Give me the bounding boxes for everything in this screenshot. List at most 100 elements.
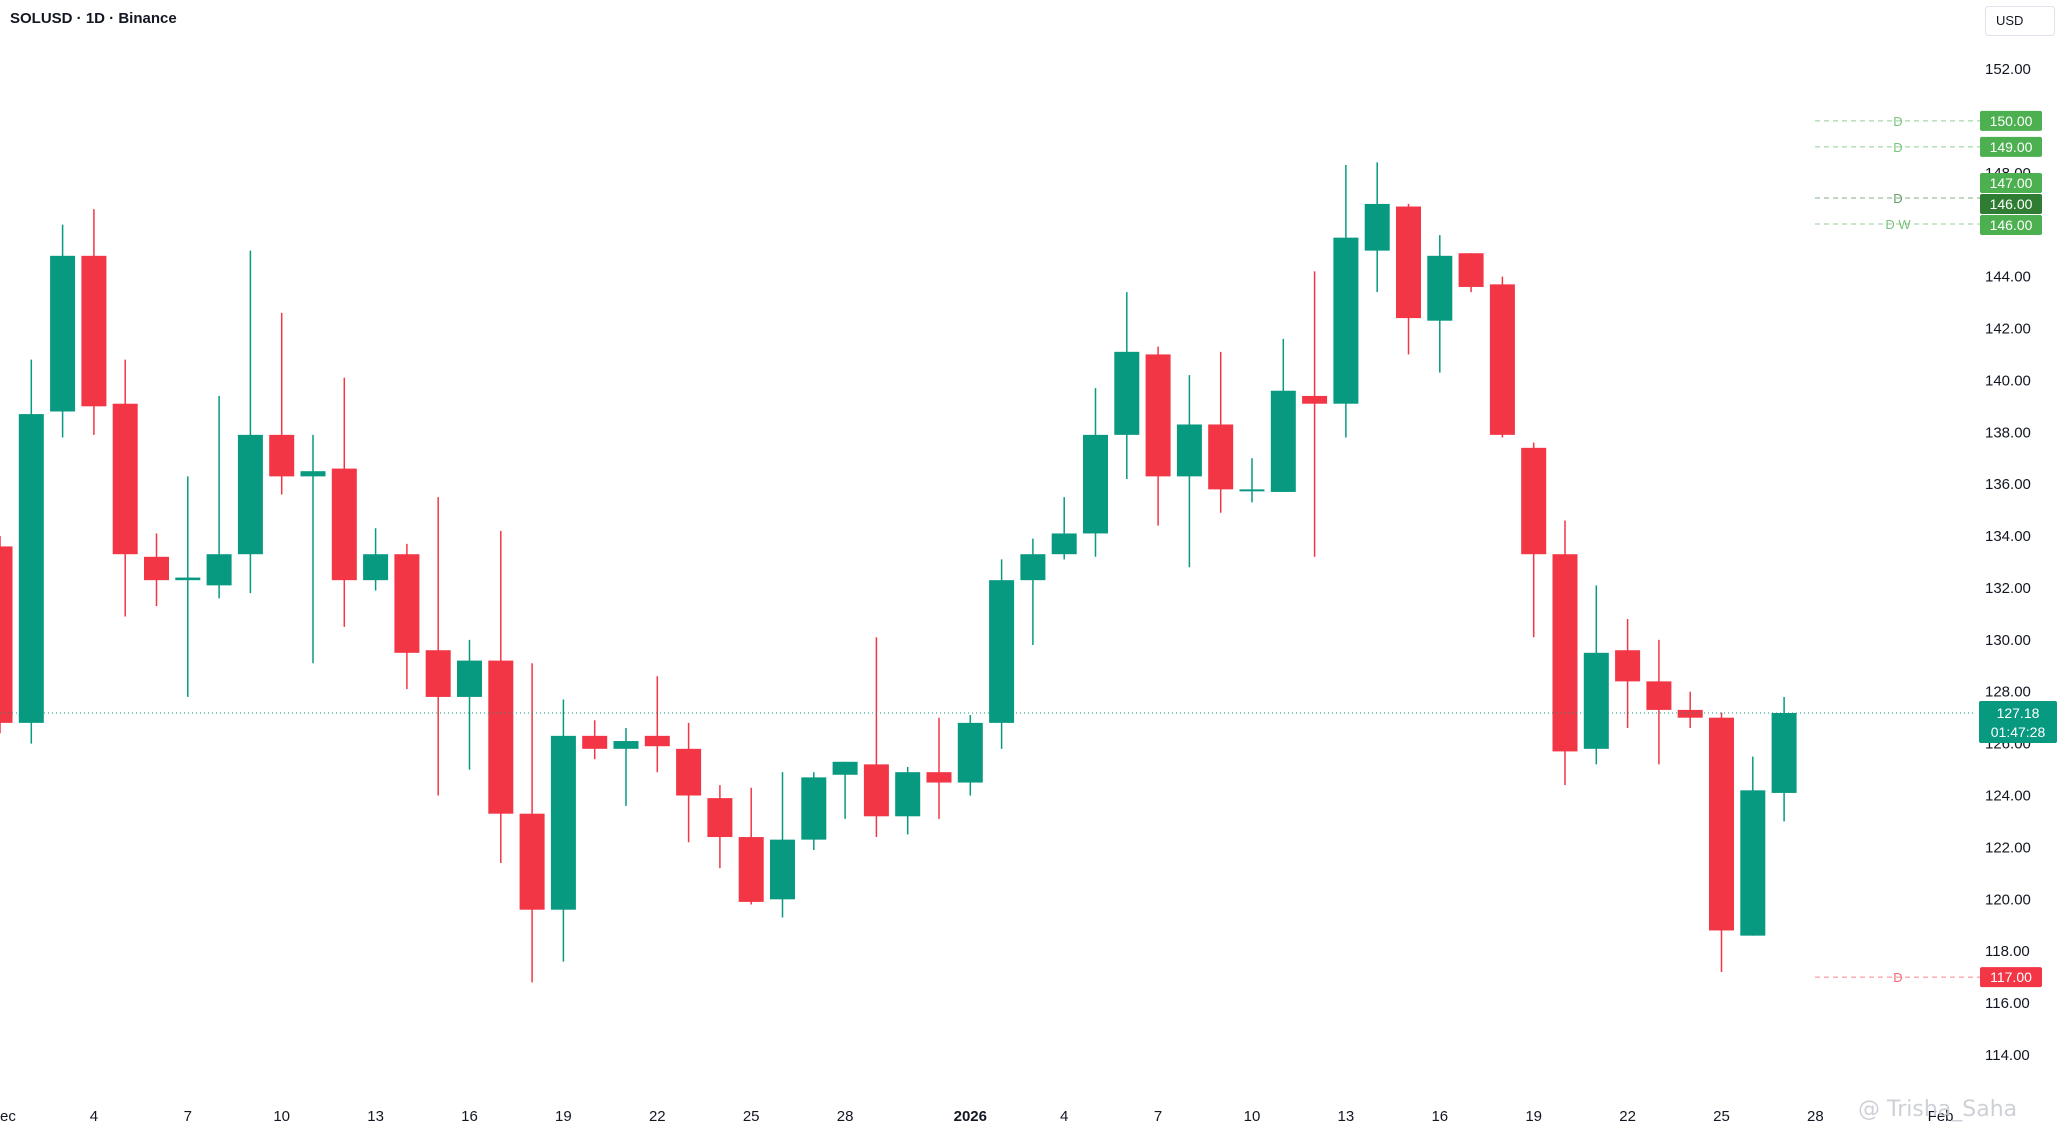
candle-body [1270,390,1296,492]
candle [1740,756,1766,936]
candle-body [175,577,201,581]
candle-body [1521,447,1547,555]
alert-tag: D [1893,191,1902,206]
price-tick-label: 118.00 [1985,943,2030,960]
candle-body [1427,255,1453,321]
candle-body [989,580,1015,723]
time-tick-label: ec [0,1108,16,1125]
candle [1208,351,1234,513]
alert-price-badge [1980,136,2042,157]
candle-body [957,722,983,783]
last-price-label: 127.18 [1997,705,2040,721]
candle [863,637,889,838]
candle-body [1114,351,1140,435]
candle [1396,203,1421,355]
candle-body [1583,652,1609,749]
alert-price-badge [1980,215,2042,235]
candle [519,663,545,983]
alert-tag: D W [1885,217,1911,232]
alert-level[interactable]: D 146.00 [1815,191,2042,214]
candle [1302,271,1328,557]
candle-body [363,554,389,581]
candle [1583,585,1609,765]
candle [1239,458,1265,503]
candle [613,728,639,806]
candle-body [550,735,576,910]
candle-body [582,735,608,749]
candles [0,162,1797,983]
candle [1270,338,1296,492]
candle-body [81,255,107,407]
price-tick-label: 128.00 [1985,684,2031,701]
price-tick-label: 152.00 [1985,61,2031,78]
price-tick-label: 142.00 [1985,320,2031,337]
alert-tag: D [1893,970,1902,985]
candle [1615,619,1641,729]
alert-price-badge [1980,194,2042,214]
candle [1051,497,1077,560]
time-tick-label: 13 [1338,1108,1355,1125]
candle-body [206,554,232,586]
time-tick-label: 10 [273,1108,290,1125]
time-tick-label: 16 [1431,1108,1448,1125]
candle-body [1615,650,1641,682]
candle [582,720,608,760]
alert-lines[interactable]: D 150.00 D 149.00 147.00 D 146.00 D W 146.00 D 117… [1815,110,2042,988]
candle [895,766,921,835]
candle-body [237,434,263,555]
candle-body [676,748,702,796]
time-tick-label: 4 [90,1108,98,1125]
candle [1020,538,1046,646]
candle-body [1333,237,1359,404]
candle [770,772,795,918]
candle [1364,162,1390,293]
time-tick-label: 22 [649,1108,666,1125]
alert-price-label: 149.00 [1990,139,2033,155]
price-tick-label: 116.00 [1985,995,2030,1012]
alert-price-label: 117.00 [1990,969,2032,985]
alert-tag: D [1893,114,1902,129]
candle [989,559,1015,749]
candle [331,377,357,627]
currency-button[interactable]: USD [1985,6,2055,36]
alert-level[interactable]: D 149.00 [1815,136,2042,157]
candle [707,785,733,869]
candle-body [1083,434,1108,534]
candle [488,530,514,863]
symbol-title: SOLUSD · 1D · Binance [10,10,177,27]
candle [1646,639,1672,765]
candle-body [1208,424,1234,490]
candle-body [457,660,482,697]
price-tick-label: 122.00 [1985,839,2031,856]
candle-body [18,414,44,723]
candle [801,772,827,851]
candle [1176,375,1202,568]
candle [1427,235,1453,373]
candle-body [331,468,357,581]
candle [18,359,44,744]
candle [832,761,858,819]
candle-body [269,434,295,477]
candle-body [1145,354,1171,477]
candle [206,395,232,599]
time-tick-label: 2026 [954,1108,987,1125]
candle [550,699,576,962]
alert-level[interactable]: 147.00 [1980,173,2042,193]
alert-level[interactable]: D 150.00 [1815,110,2042,131]
candle-body [863,764,889,817]
candle-body [1239,489,1265,492]
price-tick-label: 124.00 [1985,788,2031,805]
candle-body [519,813,545,910]
candle-body [1458,253,1484,287]
candle [957,715,983,796]
candle [1145,346,1171,526]
candle [363,528,389,591]
alert-level[interactable]: D 117.00 [1815,967,2042,988]
candle [81,209,107,435]
alert-level[interactable]: D W 146.00 [1815,215,2042,235]
candle [1521,442,1547,638]
candle [144,533,169,607]
time-tick-label: 19 [1525,1108,1542,1125]
time-scale[interactable]: ec 4 7 10 13 16 19 22 25 28 2026 4 7 10 13 16 19 22 25 28 Fe… [0,1108,1954,1125]
